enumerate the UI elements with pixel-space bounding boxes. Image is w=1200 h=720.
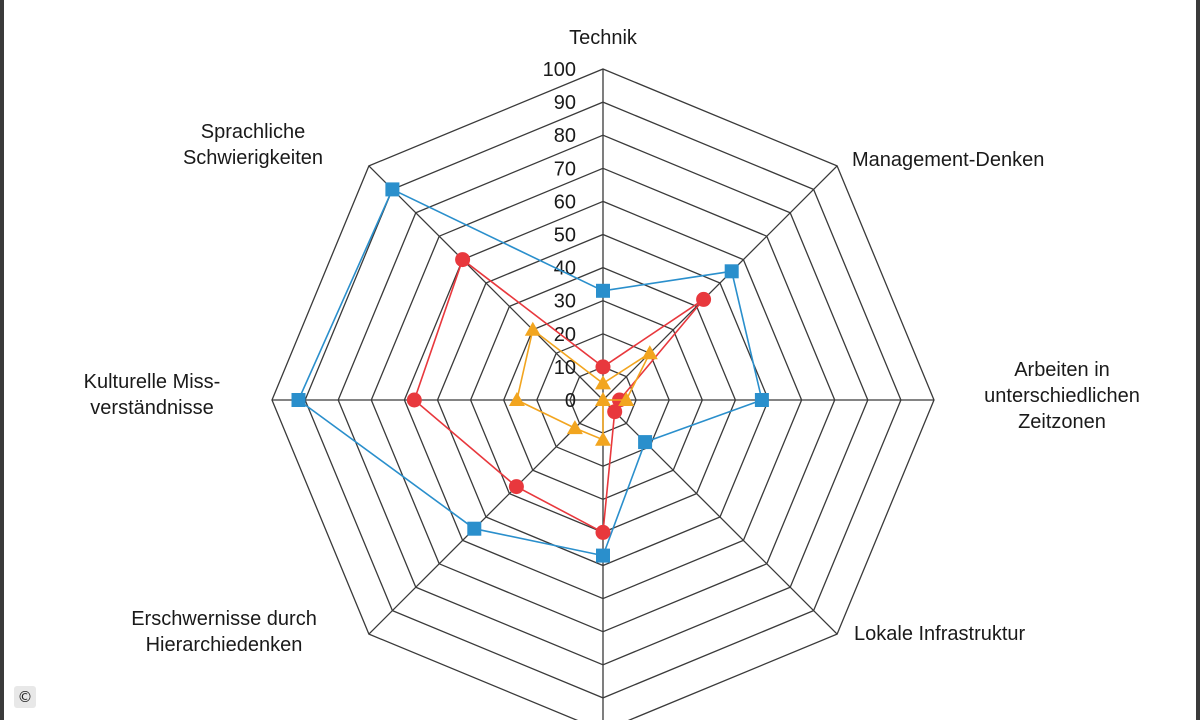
- tick-label-20: 20: [554, 324, 576, 346]
- tick-label-70: 70: [554, 158, 576, 180]
- series-1-point: [467, 521, 482, 536]
- axis-spoke: [602, 165, 838, 401]
- series-3-point: [508, 392, 525, 406]
- series-3-point: [595, 392, 611, 406]
- axis-spoke: [368, 399, 604, 635]
- axis-label: Management-Denken: [852, 149, 1044, 171]
- tick-label-90: 90: [554, 92, 576, 114]
- tick-label-10: 10: [554, 357, 576, 379]
- axis-spoke: [368, 165, 604, 401]
- series-1-point: [596, 548, 610, 563]
- series-1-point: [596, 283, 610, 298]
- series-3-point: [595, 375, 611, 390]
- tick-label-60: 60: [554, 191, 576, 213]
- tick-label-30: 30: [554, 291, 576, 313]
- series-2-point: [595, 524, 611, 540]
- series-3-point: [566, 420, 583, 435]
- copyright-icon: ©: [14, 686, 36, 708]
- series-line-1: [297, 188, 763, 557]
- series-1-point: [754, 393, 769, 407]
- series-2-point: [455, 252, 471, 268]
- tick-label-50: 50: [554, 225, 576, 247]
- axis-label: Erschwernisse durch Hierarchiedenken: [131, 608, 317, 656]
- grid-ring-100: [271, 68, 935, 720]
- tick-label-40: 40: [554, 258, 576, 280]
- series-2-point: [406, 392, 422, 408]
- series-2-point: [696, 291, 712, 307]
- series-2-point: [595, 359, 611, 375]
- axis-label: Arbeiten in unterschiedlichen Zeitzonen: [984, 359, 1140, 433]
- series-3-point: [595, 431, 611, 446]
- tick-label-0: 0: [565, 390, 576, 412]
- series-1-point: [385, 182, 400, 197]
- series-1-point: [724, 264, 739, 279]
- series-3-point: [618, 392, 635, 406]
- series-2-point: [508, 479, 524, 495]
- axis-label: Sprachliche Schwierigkeiten: [183, 121, 323, 169]
- series-3-point: [524, 321, 541, 336]
- axis-label: Technik: [569, 27, 638, 49]
- radar-chart: 0 10 20 30 40 50 60 70 80 90 100 Technik Management-…: [84, 27, 1140, 720]
- axis-label: Lokale Infrastruktur: [854, 623, 1026, 645]
- tick-label-100: 100: [543, 59, 576, 81]
- axis-label: Kulturelle Miss-verständnisse: [84, 371, 221, 419]
- series-1-point: [291, 393, 306, 407]
- series-1-point: [638, 435, 653, 450]
- tick-label-80: 80: [554, 125, 576, 147]
- series-3-point: [641, 345, 658, 360]
- series-2-point: [607, 404, 623, 420]
